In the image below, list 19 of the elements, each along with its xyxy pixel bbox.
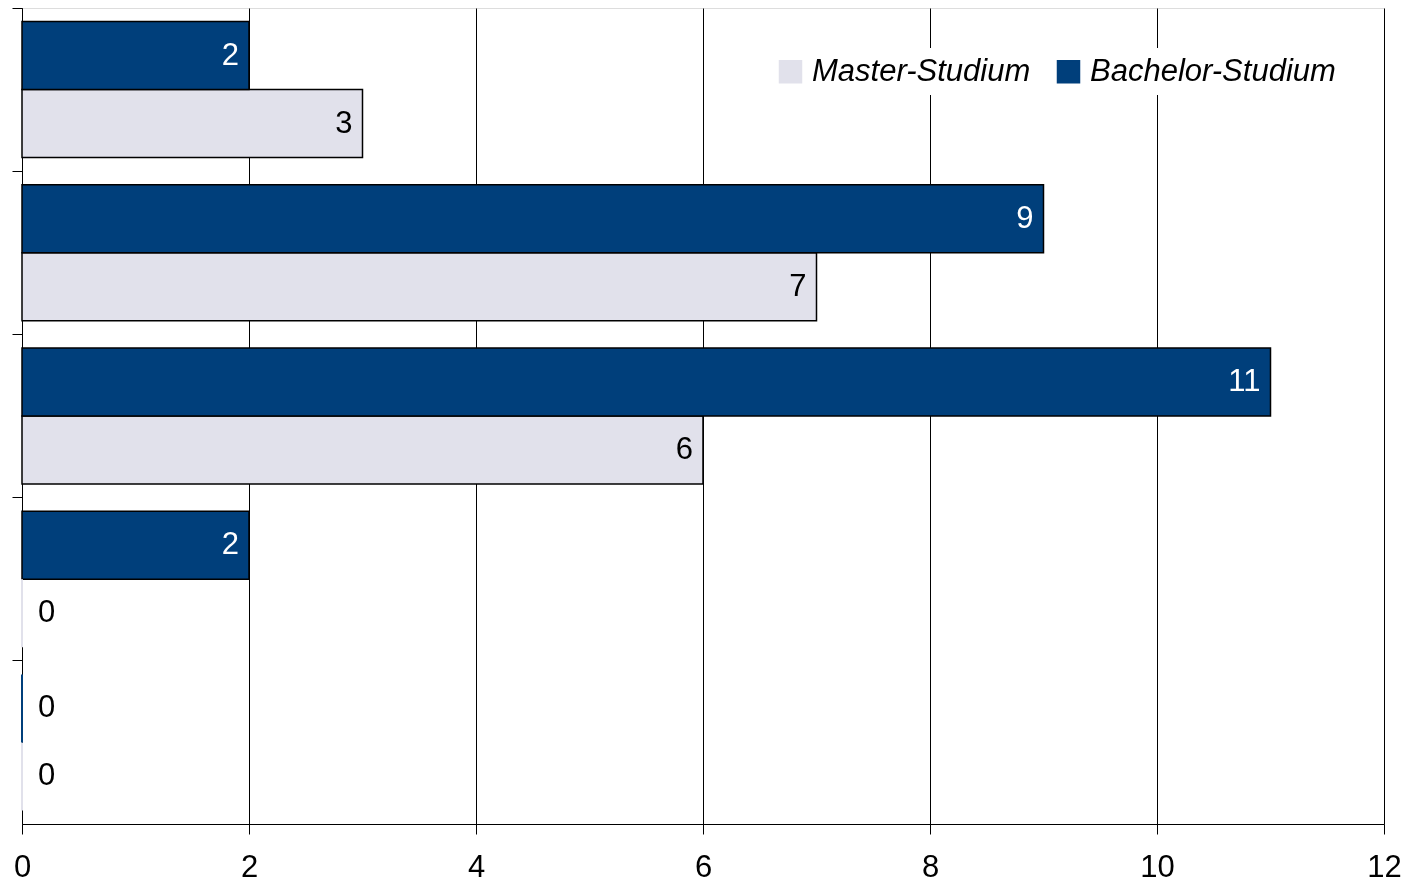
x-tick-label: 2 bbox=[240, 848, 259, 884]
data-label: 0 bbox=[38, 594, 56, 630]
data-label: 7 bbox=[789, 267, 807, 303]
x-tick-label: 8 bbox=[921, 848, 940, 884]
data-label: 2 bbox=[221, 526, 239, 562]
data-label: 9 bbox=[1016, 199, 1034, 235]
legend-label: Master-Studium bbox=[812, 52, 1031, 88]
data-label: 3 bbox=[335, 104, 353, 140]
x-tick-label: 6 bbox=[694, 848, 713, 884]
x-tick-label: 0 bbox=[13, 848, 32, 884]
data-label: 11 bbox=[1228, 363, 1261, 398]
x-tick-label: 4 bbox=[467, 848, 486, 884]
data-label: 0 bbox=[38, 689, 56, 725]
x-tick-label: 10 bbox=[1140, 848, 1175, 884]
x-tick-label: 12 bbox=[1367, 848, 1402, 884]
legend-label: Bachelor-Studium bbox=[1090, 52, 1336, 88]
data-label: 0 bbox=[38, 757, 56, 793]
data-label: 2 bbox=[221, 36, 239, 72]
data-label: 6 bbox=[675, 431, 693, 466]
